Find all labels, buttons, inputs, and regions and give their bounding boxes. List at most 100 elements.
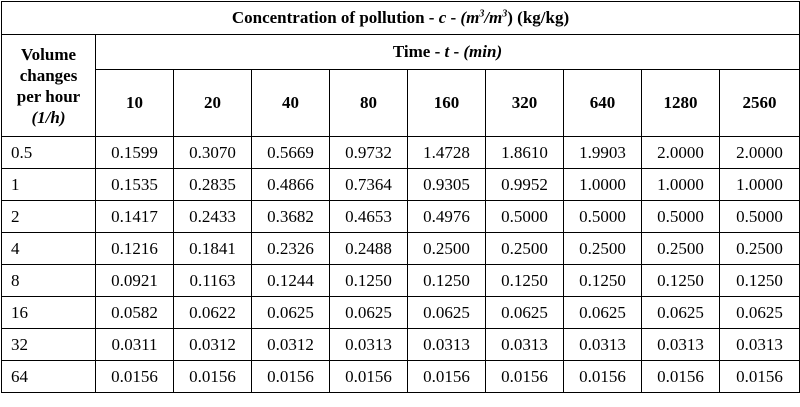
concentration-cell: 0.1535 xyxy=(95,168,174,201)
time-value-header: 2560 xyxy=(719,69,800,137)
concentration-cell: 0.5000 xyxy=(641,200,720,233)
concentration-cell: 0.9732 xyxy=(329,136,408,169)
table-title: Concentration of pollution - c - (m3/m3)… xyxy=(1,1,800,35)
concentration-cell: 0.0156 xyxy=(641,360,720,393)
concentration-cell: 0.0625 xyxy=(719,296,800,329)
concentration-cell: 0.2326 xyxy=(251,232,330,265)
concentration-cell: 0.1417 xyxy=(95,200,174,233)
concentration-cell: 0.1250 xyxy=(641,264,720,297)
time-value-header: 40 xyxy=(251,69,330,137)
volume-changes-cell: 64 xyxy=(1,360,96,393)
concentration-cell: 0.3682 xyxy=(251,200,330,233)
time-value-header: 20 xyxy=(173,69,252,137)
concentration-cell: 0.0156 xyxy=(95,360,174,393)
concentration-cell: 0.0625 xyxy=(563,296,642,329)
concentration-cell: 0.0312 xyxy=(173,328,252,361)
concentration-cell: 0.0625 xyxy=(641,296,720,329)
concentration-cell: 0.0625 xyxy=(329,296,408,329)
concentration-cell: 0.2500 xyxy=(407,232,486,265)
concentration-cell: 0.0313 xyxy=(485,328,564,361)
time-values-row: 10 20 40 80 160 320 640 1280 2560 xyxy=(2,69,800,137)
concentration-unit: (m3/m3 xyxy=(460,8,508,27)
concentration-cell: 0.5669 xyxy=(251,136,330,169)
concentration-cell: 1.9903 xyxy=(563,136,642,169)
volume-changes-cell: 2 xyxy=(1,200,96,233)
table-row: 1 0.1535 0.2835 0.4866 0.7364 0.9305 0.9952 1.0… xyxy=(1,168,800,201)
concentration-cell: 0.0921 xyxy=(95,264,174,297)
concentration-cell: 0.7364 xyxy=(329,168,408,201)
concentration-cell: 1.8610 xyxy=(485,136,564,169)
concentration-cell: 0.5000 xyxy=(485,200,564,233)
concentration-symbol: c xyxy=(438,8,447,27)
concentration-cell: 0.4653 xyxy=(329,200,408,233)
volume-changes-cell: 8 xyxy=(1,264,96,297)
volume-changes-cell: 32 xyxy=(1,328,96,361)
concentration-cell: 0.2433 xyxy=(173,200,252,233)
concentration-cell: 0.3070 xyxy=(173,136,252,169)
concentration-cell: 0.2500 xyxy=(719,232,800,265)
concentration-cell: 0.0313 xyxy=(641,328,720,361)
concentration-cell: 0.5000 xyxy=(563,200,642,233)
concentration-cell: 1.0000 xyxy=(563,168,642,201)
concentration-cell: 0.1163 xyxy=(173,264,252,297)
time-value-header: 320 xyxy=(485,69,564,137)
table-title-row: Concentration of pollution - c - (m3/m3)… xyxy=(1,1,800,35)
concentration-cell: 0.1250 xyxy=(329,264,408,297)
concentration-cell: 0.0625 xyxy=(407,296,486,329)
concentration-cell: 0.1250 xyxy=(485,264,564,297)
concentration-cell: 0.0311 xyxy=(95,328,174,361)
concentration-cell: 0.1250 xyxy=(407,264,486,297)
concentration-cell: 0.0313 xyxy=(329,328,408,361)
concentration-cell: 0.2500 xyxy=(485,232,564,265)
pollution-concentration-table: Concentration of pollution - c - (m3/m3)… xyxy=(1,1,800,393)
concentration-cell: 0.0156 xyxy=(173,360,252,393)
time-value-header: 80 xyxy=(329,69,408,137)
concentration-cell: 0.1244 xyxy=(251,264,330,297)
volume-changes-cell: 4 xyxy=(1,232,96,265)
concentration-cell: 0.0156 xyxy=(563,360,642,393)
concentration-cell: 0.1599 xyxy=(95,136,174,169)
concentration-cell: 0.0156 xyxy=(407,360,486,393)
table-row: 8 0.0921 0.1163 0.1244 0.1250 0.1250 0.1250 0.1… xyxy=(1,264,800,297)
concentration-cell: 0.5000 xyxy=(719,200,800,233)
concentration-cell: 0.2835 xyxy=(173,168,252,201)
table-row: 0.5 0.1599 0.3070 0.5669 0.9732 1.4728 1.8610 1… xyxy=(1,136,800,169)
concentration-cell: 0.1250 xyxy=(719,264,800,297)
concentration-cell: 0.0156 xyxy=(485,360,564,393)
table-row: 4 0.1216 0.1841 0.2326 0.2488 0.2500 0.2500 0.2… xyxy=(1,232,800,265)
concentration-cell: 0.1216 xyxy=(95,232,174,265)
concentration-cell: 0.2488 xyxy=(329,232,408,265)
concentration-cell: 0.0622 xyxy=(173,296,252,329)
table-row: 2 0.1417 0.2433 0.3682 0.4653 0.4976 0.5000 0.5… xyxy=(1,200,800,233)
concentration-cell: 0.1841 xyxy=(173,232,252,265)
concentration-cell: 0.2500 xyxy=(641,232,720,265)
concentration-cell: 2.0000 xyxy=(719,136,800,169)
concentration-cell: 0.9952 xyxy=(485,168,564,201)
concentration-cell: 0.0312 xyxy=(251,328,330,361)
concentration-cell: 1.0000 xyxy=(641,168,720,201)
time-value-header: 160 xyxy=(407,69,486,137)
concentration-cell: 0.0625 xyxy=(485,296,564,329)
concentration-cell: 0.0156 xyxy=(719,360,800,393)
volume-changes-cell: 1 xyxy=(1,168,96,201)
concentration-cell: 0.1250 xyxy=(563,264,642,297)
concentration-cell: 1.0000 xyxy=(719,168,800,201)
table-row: 32 0.0311 0.0312 0.0312 0.0313 0.0313 0.0313 0.… xyxy=(1,328,800,361)
concentration-cell: 0.4866 xyxy=(251,168,330,201)
concentration-cell: 0.9305 xyxy=(407,168,486,201)
time-value-header: 640 xyxy=(563,69,642,137)
concentration-cell: 0.0156 xyxy=(251,360,330,393)
volume-changes-header: Volume changes per hour (1/h) xyxy=(1,34,96,137)
time-value-header: 10 xyxy=(95,69,174,137)
concentration-cell: 0.0582 xyxy=(95,296,174,329)
concentration-cell: 0.0313 xyxy=(407,328,486,361)
table-row: 16 0.0582 0.0622 0.0625 0.0625 0.0625 0.0625 0.… xyxy=(1,296,800,329)
concentration-cell: 0.0156 xyxy=(329,360,408,393)
table-row: 64 0.0156 0.0156 0.0156 0.0156 0.0156 0.0156 0.… xyxy=(1,360,800,393)
concentration-cell: 0.4976 xyxy=(407,200,486,233)
volume-changes-cell: 0.5 xyxy=(1,136,96,169)
time-value-header: 1280 xyxy=(641,69,720,137)
concentration-cell: 2.0000 xyxy=(641,136,720,169)
concentration-cell: 0.2500 xyxy=(563,232,642,265)
concentration-cell: 1.4728 xyxy=(407,136,486,169)
